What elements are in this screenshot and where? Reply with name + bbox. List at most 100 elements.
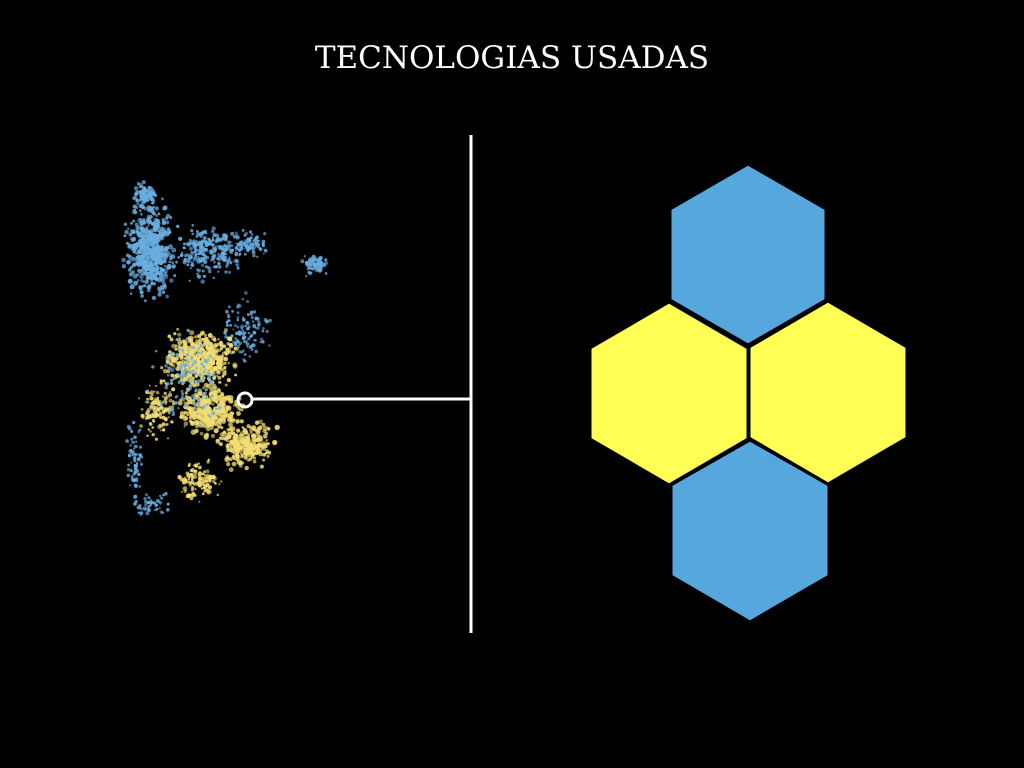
- point-cloud-dot: [157, 401, 161, 405]
- point-cloud-dot: [250, 312, 253, 315]
- point-cloud-dot: [163, 264, 167, 268]
- point-cloud-dot: [248, 355, 251, 358]
- point-cloud-dot: [142, 260, 148, 265]
- point-cloud-dot: [126, 259, 131, 265]
- point-cloud-dot: [142, 186, 147, 191]
- point-cloud-dot: [242, 340, 246, 343]
- point-cloud-dot: [193, 371, 198, 376]
- point-cloud-dot: [224, 234, 229, 239]
- point-cloud-dot: [207, 238, 211, 242]
- point-cloud-dot: [192, 482, 196, 486]
- point-cloud-dot: [244, 465, 249, 471]
- point-cloud-dot: [237, 236, 240, 239]
- point-cloud-dot: [251, 250, 256, 255]
- point-cloud-dot: [244, 246, 247, 250]
- point-cloud-dot: [260, 444, 264, 448]
- point-cloud-dot: [149, 263, 153, 267]
- point-cloud-dot: [156, 233, 162, 238]
- point-cloud-dot: [135, 440, 138, 443]
- point-cloud-dot: [211, 411, 215, 415]
- point-cloud-dot: [129, 237, 133, 240]
- point-cloud-dot: [211, 402, 215, 406]
- point-cloud-dot: [181, 381, 184, 385]
- point-cloud-dot: [149, 395, 152, 398]
- point-cloud-dot: [160, 278, 166, 284]
- point-cloud-dot: [179, 357, 184, 361]
- point-cloud-dot: [205, 482, 210, 487]
- point-cloud-dot: [150, 281, 154, 284]
- point-cloud-dot: [250, 348, 254, 351]
- point-cloud-dot: [220, 426, 224, 429]
- point-cloud-dot: [150, 407, 153, 410]
- point-cloud-dot: [181, 348, 185, 352]
- point-cloud-dot: [222, 395, 227, 400]
- point-cloud-dot: [257, 442, 261, 446]
- point-cloud-dot: [238, 242, 242, 247]
- point-cloud-map: [121, 180, 329, 517]
- point-cloud-dot: [139, 247, 142, 250]
- point-cloud-dot: [139, 460, 142, 463]
- point-cloud-dot: [205, 469, 210, 474]
- point-cloud-dot: [147, 415, 151, 420]
- point-cloud-dot: [234, 245, 239, 250]
- point-cloud-dot: [147, 185, 151, 190]
- point-cloud-dot: [272, 439, 278, 446]
- point-cloud-dot: [128, 449, 132, 453]
- point-cloud-dot: [215, 407, 218, 411]
- point-cloud-dot: [195, 420, 200, 424]
- point-cloud-dot: [167, 437, 169, 440]
- point-cloud-dot: [252, 324, 257, 329]
- point-cloud-dot: [123, 234, 127, 238]
- point-cloud-dot: [231, 461, 237, 467]
- point-cloud-dot: [135, 229, 139, 233]
- point-cloud-dot: [183, 404, 187, 408]
- point-cloud-dot: [161, 423, 166, 427]
- point-cloud-dot: [196, 360, 200, 364]
- point-cloud-dot: [236, 305, 240, 309]
- point-cloud-dot: [235, 263, 239, 267]
- point-cloud-dot: [193, 471, 197, 476]
- point-cloud-dot: [144, 508, 147, 512]
- point-cloud-dot: [268, 318, 272, 323]
- point-cloud-dot: [152, 232, 157, 237]
- point-cloud-dot: [125, 241, 130, 245]
- point-cloud-dot: [257, 320, 261, 324]
- point-cloud-dot: [138, 429, 141, 432]
- point-cloud-dot: [196, 268, 200, 272]
- point-cloud-dot: [194, 374, 198, 379]
- point-cloud-dot: [139, 194, 142, 198]
- point-cloud-dot: [153, 224, 157, 228]
- point-cloud-dot: [213, 265, 216, 269]
- point-cloud-dot: [205, 403, 209, 407]
- point-cloud-dot: [134, 500, 138, 504]
- point-cloud-dot: [222, 344, 227, 348]
- point-cloud-dot: [235, 251, 237, 254]
- point-cloud-dot: [183, 425, 186, 428]
- point-cloud-dot: [127, 227, 130, 230]
- point-cloud-dot: [247, 325, 251, 329]
- point-cloud-dot: [253, 338, 256, 342]
- point-cloud-dot: [181, 376, 184, 379]
- point-cloud-dot: [160, 232, 166, 237]
- point-cloud-dots: [121, 180, 329, 517]
- point-cloud-dot: [267, 450, 272, 455]
- point-cloud-dot: [158, 501, 163, 505]
- point-cloud-dot: [140, 213, 143, 216]
- point-cloud-dot: [124, 229, 129, 235]
- point-cloud-dot: [134, 444, 138, 449]
- point-cloud-dot: [168, 391, 172, 394]
- point-cloud-dot: [183, 258, 188, 263]
- point-cloud-dot: [193, 360, 198, 364]
- point-cloud-dot: [191, 475, 195, 479]
- point-cloud-dot: [163, 391, 167, 395]
- point-cloud-dot: [231, 340, 235, 344]
- point-cloud-dot: [245, 342, 250, 346]
- point-cloud-dot: [201, 482, 204, 485]
- point-cloud-dot: [227, 315, 231, 319]
- point-cloud-dot: [138, 485, 141, 488]
- point-cloud-dot: [157, 212, 161, 216]
- point-cloud-dot: [145, 389, 149, 393]
- point-cloud-dot: [236, 311, 240, 315]
- point-cloud-dot: [141, 180, 146, 185]
- point-cloud-dot: [262, 252, 265, 255]
